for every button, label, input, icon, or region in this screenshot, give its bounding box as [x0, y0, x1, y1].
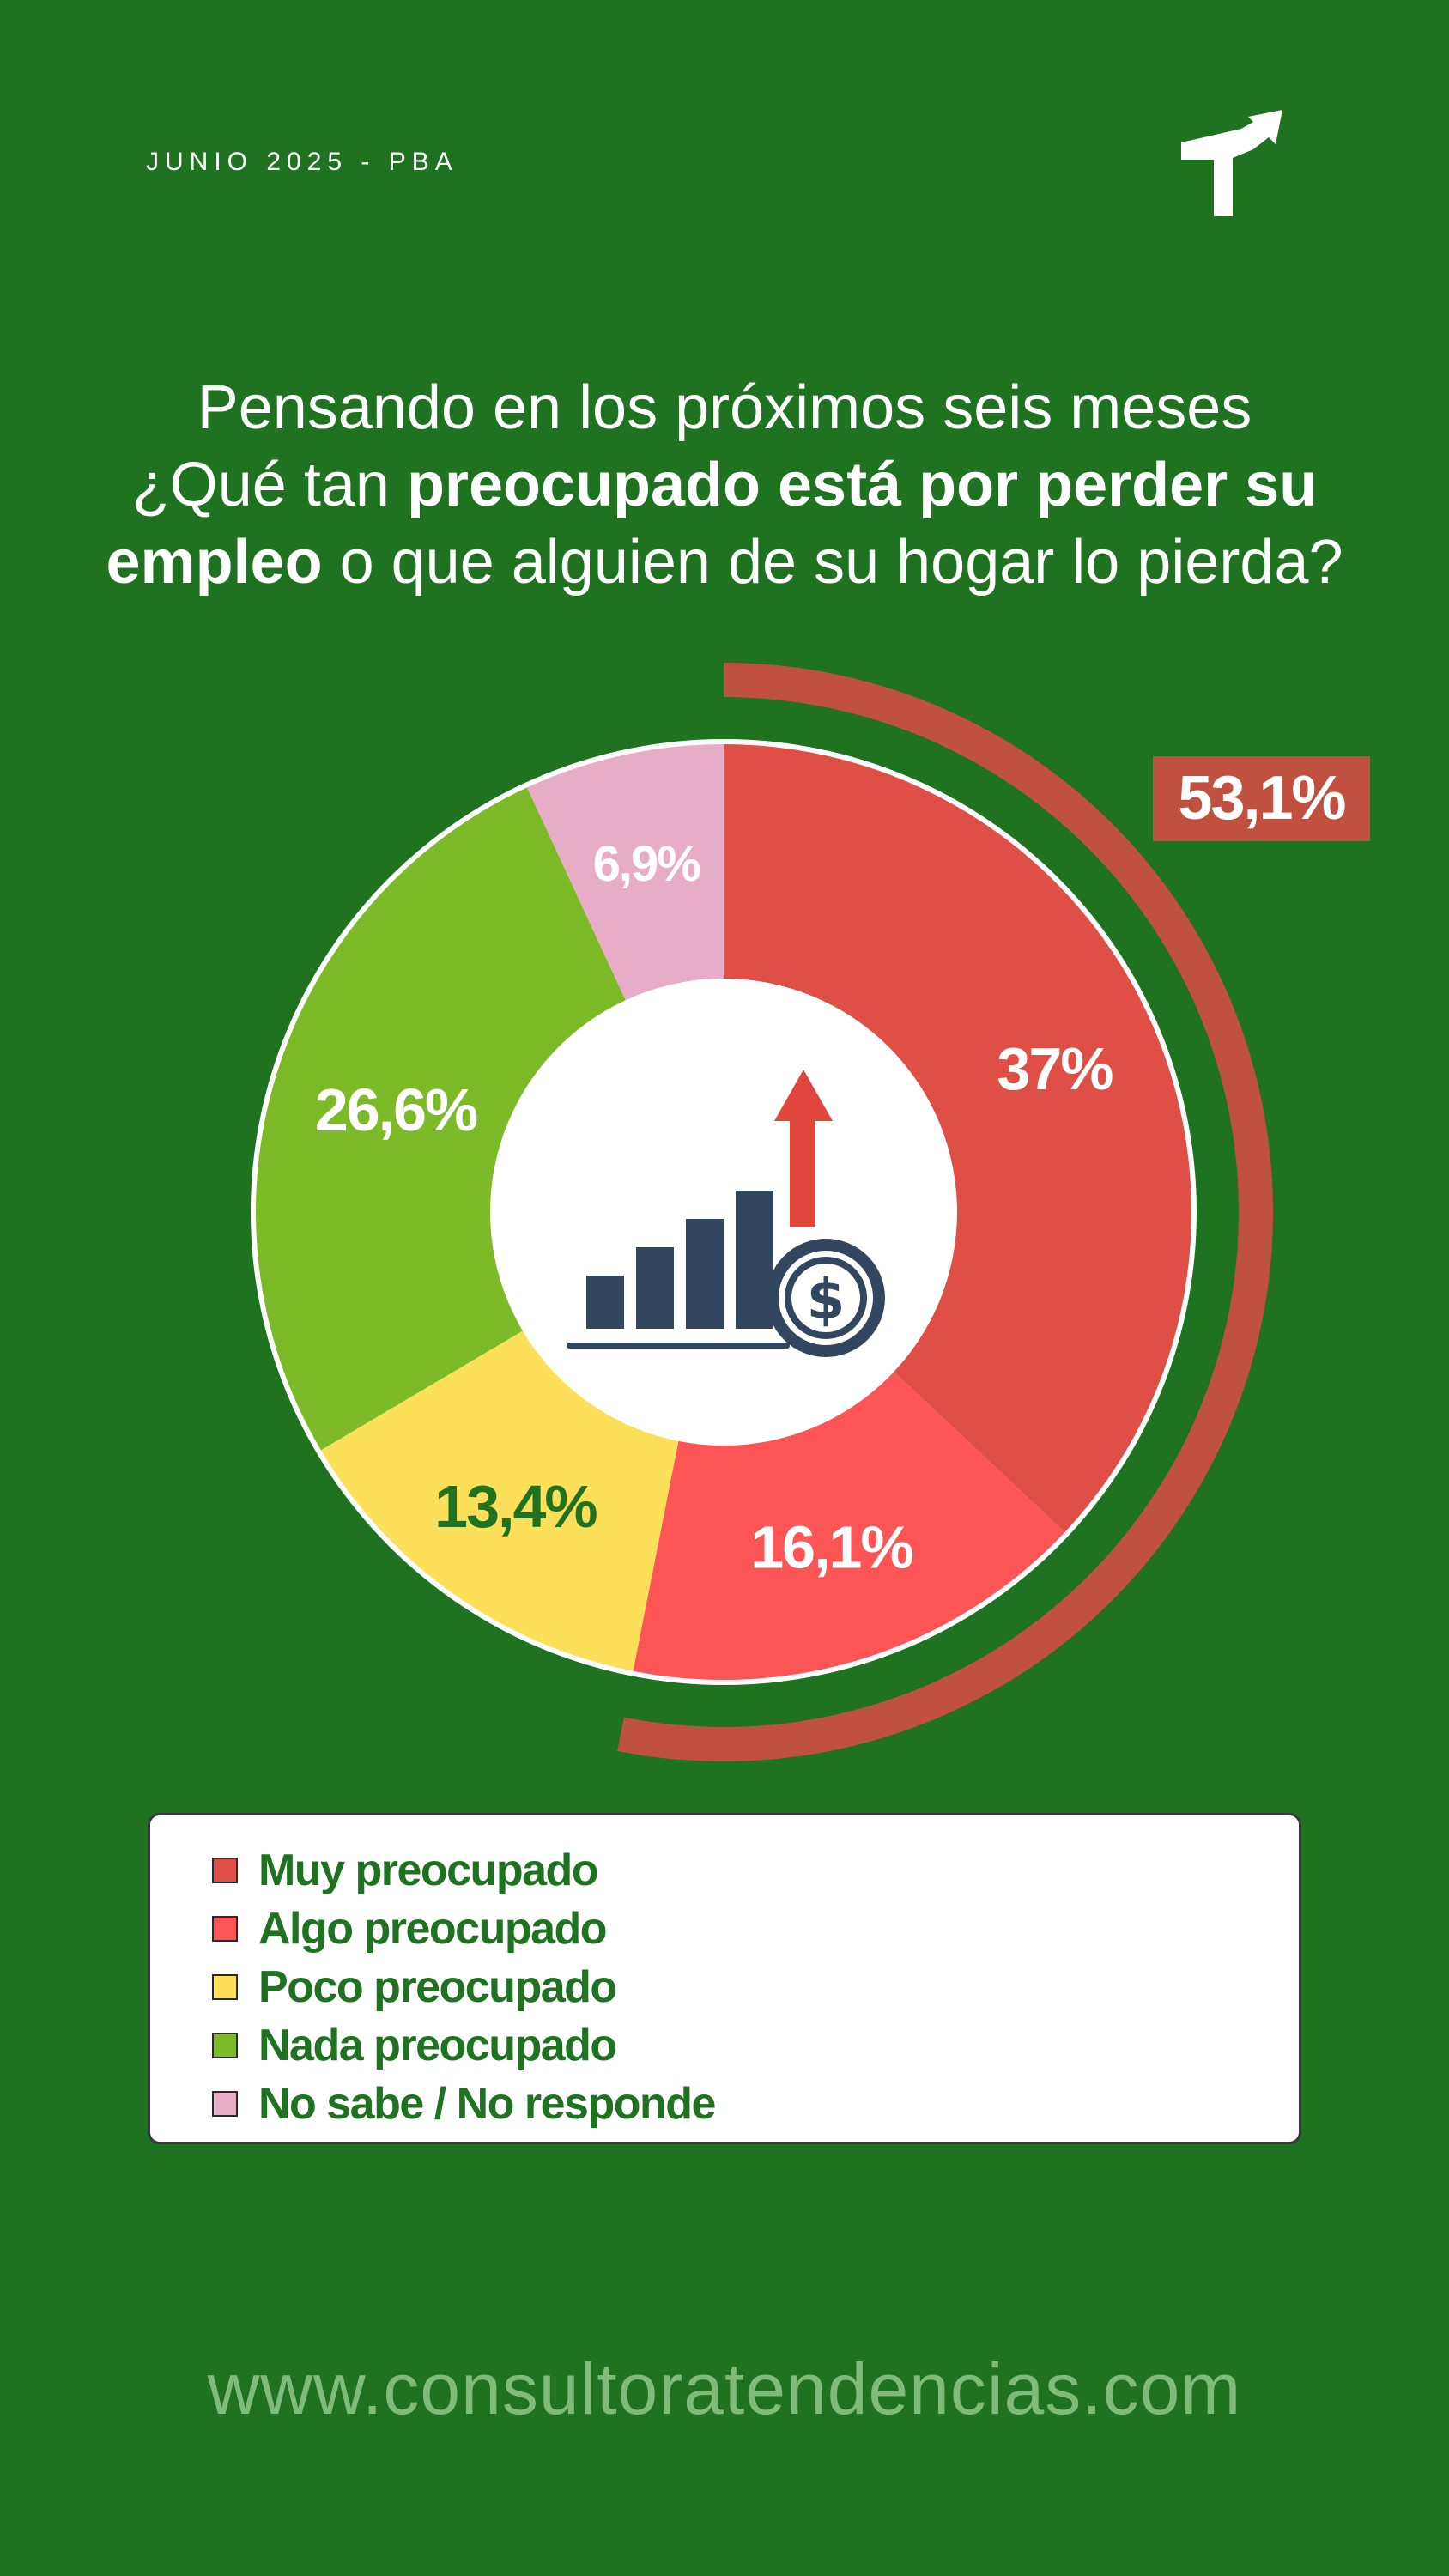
slice-label-algo-preocupado: 16,1%: [750, 1513, 912, 1580]
donut-chart: 37% 16,1% 13,4% 26,6% 6,9% $: [251, 663, 1274, 1761]
donut-center: [490, 979, 957, 1446]
slice-nada-preocupado: [256, 787, 724, 1451]
website-url: www.consultoratendencias.com: [207, 2349, 1242, 2429]
slice-label-muy-preocupado: 37%: [997, 1035, 1113, 1102]
question-line-1: Pensando en los próximos seis meses: [197, 373, 1252, 442]
legend-swatch: [212, 1974, 238, 2000]
legend-swatch: [212, 1858, 238, 1883]
slice-muy-preocupado: [724, 744, 1191, 1533]
legend-label: Poco preocupado: [258, 1962, 617, 2012]
legend-item-muy-preocupado: Muy preocupado: [212, 1845, 599, 1896]
question-line-3: empleo o que alguien de su hogar lo pier…: [106, 528, 1343, 597]
legend-label: No sabe / No responde: [258, 2079, 716, 2129]
growth-chart-dollar-icon: $: [567, 1070, 885, 1357]
report-date: JUNIO 2025 - PBA: [146, 148, 458, 176]
slice-label-poco-preocupado: 13,4%: [434, 1473, 597, 1540]
slice-label-nada-preocupado: 26,6%: [315, 1076, 477, 1143]
survey-question: Pensando en los próximos seis meses ¿Qué…: [52, 369, 1397, 601]
legend-item-algo-preocupado: Algo preocupado: [212, 1903, 608, 1955]
combined-percentage-badge: 53,1%: [1153, 756, 1370, 841]
legend-swatch: [212, 2033, 238, 2058]
legend-swatch: [212, 2091, 238, 2117]
legend-label: Muy preocupado: [258, 1846, 599, 1895]
chart-legend: Muy preocupado Algo preocupado Poco preo…: [148, 1813, 1301, 2144]
question-line-2: ¿Qué tan preocupado está por perder su: [131, 451, 1318, 519]
legend-swatch: [212, 1916, 238, 1942]
svg-text:$: $: [807, 1269, 846, 1332]
legend-label: Algo preocupado: [258, 1904, 608, 1954]
arrow-t-logo-icon: [1181, 110, 1282, 216]
legend-item-no-sabe: No sabe / No responde: [212, 2078, 716, 2130]
slice-label-no-sabe: 6,9%: [593, 836, 701, 892]
legend-item-poco-preocupado: Poco preocupado: [212, 1961, 617, 2013]
legend-label: Nada preocupado: [258, 2021, 617, 2070]
legend-item-nada-preocupado: Nada preocupado: [212, 2020, 617, 2071]
